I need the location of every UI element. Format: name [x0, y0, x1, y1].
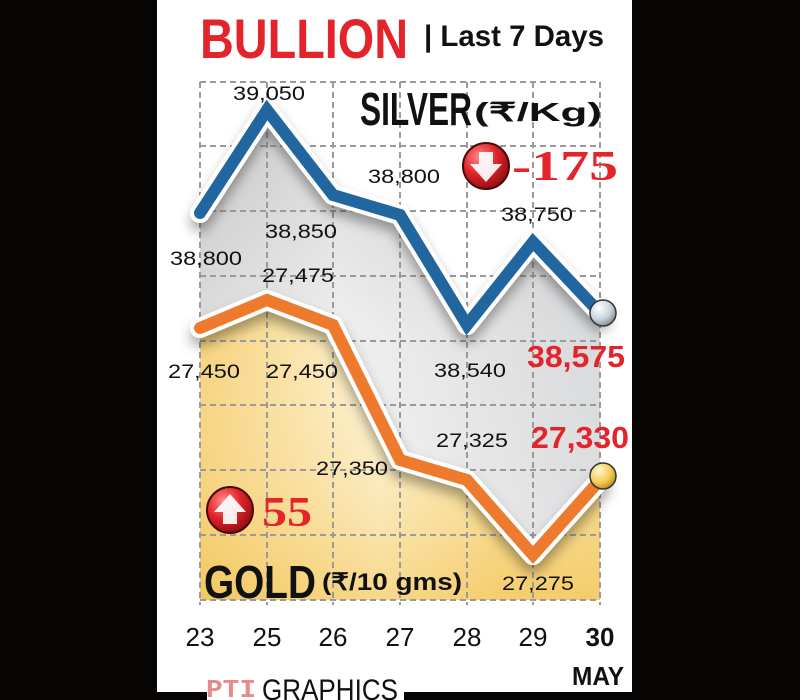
silver-latest-value: 38,575 — [527, 339, 625, 374]
gold-legend-name: GOLD — [204, 556, 316, 608]
gold-latest-value: 27,330 — [531, 420, 629, 455]
x-tick-27: 27 — [386, 622, 415, 652]
silver-endpoint-marker — [589, 299, 617, 327]
x-tick-29: 29 — [519, 622, 548, 652]
chart-title: BULLION — [200, 7, 408, 70]
silver-line — [190, 99, 610, 336]
gold-label-23: 27,450 — [168, 362, 240, 383]
silver-label-28: 38,540 — [434, 361, 506, 382]
gold-label-26: 27,450 — [266, 362, 338, 383]
silver-label-29: 38,750 — [501, 205, 573, 226]
gold-label-27: 27,350 — [316, 459, 388, 480]
gold-change-badge: 55 — [206, 486, 312, 536]
silver-label-26: 38,850 — [265, 222, 337, 243]
gold-label-29: 27,275 — [502, 574, 574, 595]
grid — [199, 81, 601, 605]
silver-legend-unit: (₹/Kg) — [474, 97, 602, 127]
gold-label-25: 27,475 — [262, 266, 334, 287]
credit-text: GRAPHICS — [262, 674, 398, 700]
x-tick-30: 30 — [586, 622, 615, 652]
silver-legend-name: SILVER — [360, 83, 472, 135]
x-tick-25: 25 — [253, 622, 282, 652]
x-axis: 23 25 26 27 28 29 30 MAY — [186, 622, 624, 691]
silver-label-23: 38,800 — [170, 249, 242, 270]
silver-change-badge: -175 — [462, 142, 618, 190]
silver-label-27: 38,800 — [368, 167, 440, 188]
x-tick-26: 26 — [319, 622, 348, 652]
silver-change-value: -175 — [512, 144, 618, 190]
gold-label-28: 27,325 — [436, 431, 508, 452]
silver-data-labels: 38,800 39,050 38,850 38,800 38,540 38,75… — [170, 84, 573, 382]
x-tick-28: 28 — [453, 622, 482, 652]
x-axis-month: MAY — [572, 661, 624, 691]
gold-change-value: 55 — [262, 490, 312, 536]
gold-legend-unit: (₹/10 gms) — [322, 569, 462, 596]
gold-data-labels: 27,450 27,475 27,450 27,350 27,325 27,27… — [168, 266, 574, 595]
silver-label-25: 39,050 — [233, 84, 305, 105]
gold-line — [190, 290, 610, 565]
gold-endpoint-marker — [589, 462, 617, 490]
footer-credit: PTI GRAPHICS — [157, 674, 632, 700]
pti-logo: PTI — [206, 675, 256, 700]
chart-subtitle: | Last 7 Days — [424, 20, 604, 53]
x-tick-23: 23 — [186, 622, 215, 652]
